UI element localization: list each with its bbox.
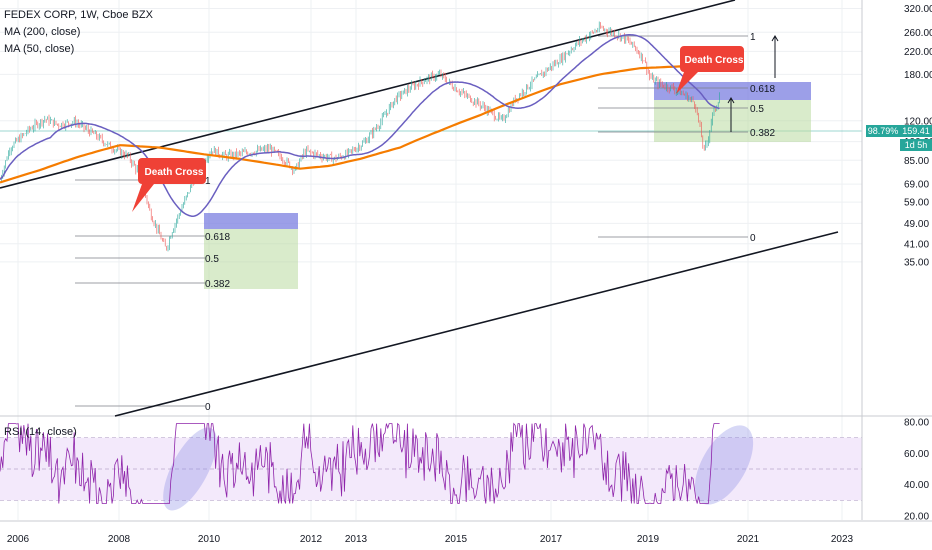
time-tick-label: 2019 bbox=[637, 534, 660, 545]
fib-level-label: 0.382 bbox=[205, 279, 230, 290]
time-tick-label: 2006 bbox=[7, 534, 30, 545]
price-tick-label: 41.00 bbox=[904, 239, 929, 250]
price-tick-label: 59.00 bbox=[904, 198, 929, 209]
death-cross-callout-1: Death Cross bbox=[132, 158, 206, 212]
symbol-title[interactable]: FEDEX CORP, 1W, Cboe BZX bbox=[4, 9, 153, 21]
fib-level-label: 0.618 bbox=[750, 84, 775, 95]
countdown-badge: 1d 5h bbox=[905, 140, 928, 150]
price-tick-label: 260.00 bbox=[904, 28, 932, 39]
trend-channel bbox=[0, 0, 839, 417]
fib-level-label: 1 bbox=[750, 32, 756, 43]
fib-level-label: 0.5 bbox=[205, 254, 219, 265]
death-cross-callouts: Death Cross Death Cross bbox=[132, 46, 744, 212]
projection-arrows bbox=[727, 35, 779, 132]
rsi-legend[interactable]: RSI (14, close) bbox=[4, 426, 77, 438]
fib-level-label: 0.5 bbox=[750, 104, 764, 115]
channel-upper-line bbox=[0, 0, 736, 189]
rsi-tick-label: 80.00 bbox=[904, 418, 929, 429]
price-percent-badge: 98.79% bbox=[868, 126, 899, 136]
ma50-legend[interactable]: MA (50, close) bbox=[4, 43, 75, 55]
time-tick-label: 2013 bbox=[345, 534, 368, 545]
ma200-legend[interactable]: MA (200, close) bbox=[4, 26, 81, 38]
price-tick-label: 180.00 bbox=[904, 70, 932, 81]
fib-level-label: 0.618 bbox=[205, 232, 230, 243]
time-tick-label: 2010 bbox=[198, 534, 221, 545]
rsi-tick-label: 60.00 bbox=[904, 449, 929, 460]
rsi-highlight-1 bbox=[163, 427, 217, 511]
fib-retracements: 1 0.618 0.5 0.382 0 1 0.618 0.5 0.382 0 bbox=[75, 32, 811, 413]
price-axis[interactable]: 320.00260.00220.00180.00120.00100.0085.0… bbox=[861, 0, 932, 523]
last-price-badge: 159.41 bbox=[902, 126, 930, 136]
time-tick-label: 2017 bbox=[540, 534, 563, 545]
fib-zone bbox=[204, 229, 298, 289]
retest-arrow-head bbox=[727, 97, 735, 104]
candlestick-series bbox=[0, 21, 720, 252]
fib-zone bbox=[654, 100, 811, 142]
time-tick-label: 2021 bbox=[737, 534, 760, 545]
ma200-line bbox=[0, 65, 721, 184]
ma50-line bbox=[0, 34, 720, 218]
price-badges: 98.79% 159.41 1d 5h bbox=[866, 125, 932, 151]
price-tick-label: 120.00 bbox=[904, 116, 932, 127]
time-tick-label: 2012 bbox=[300, 534, 323, 545]
grid bbox=[0, 0, 932, 522]
fib-level-label: 0.382 bbox=[750, 128, 775, 139]
death-cross-label-1: Death Cross bbox=[145, 167, 204, 178]
rsi-tick-label: 20.00 bbox=[904, 512, 929, 523]
rsi-tick-label: 40.00 bbox=[904, 480, 929, 491]
price-tick-label: 85.00 bbox=[904, 156, 929, 167]
rsi-line bbox=[0, 422, 720, 504]
channel-lower-line bbox=[114, 231, 839, 417]
death-cross-callout-2: Death Cross bbox=[676, 46, 744, 94]
fib-level-label: 1 bbox=[205, 176, 211, 187]
rsi-pane bbox=[0, 422, 862, 511]
fib-level-label: 0 bbox=[205, 402, 211, 413]
price-tick-label: 69.00 bbox=[904, 180, 929, 191]
target-arrow-head bbox=[771, 35, 779, 42]
price-tick-label: 320.00 bbox=[904, 4, 932, 15]
fib-level-label: 0 bbox=[750, 233, 756, 244]
fib-zone bbox=[204, 213, 298, 229]
time-tick-label: 2015 bbox=[445, 534, 468, 545]
time-tick-label: 2023 bbox=[831, 534, 854, 545]
death-cross-label-2: Death Cross bbox=[685, 55, 744, 66]
price-tick-label: 220.00 bbox=[904, 47, 932, 58]
price-tick-label: 35.00 bbox=[904, 257, 929, 268]
price-tick-label: 49.00 bbox=[904, 219, 929, 230]
time-tick-label: 2008 bbox=[108, 534, 131, 545]
time-axis[interactable]: 2006 2008 2010 2012 2013 2015 2017 2019 2021 2023 bbox=[7, 534, 854, 545]
